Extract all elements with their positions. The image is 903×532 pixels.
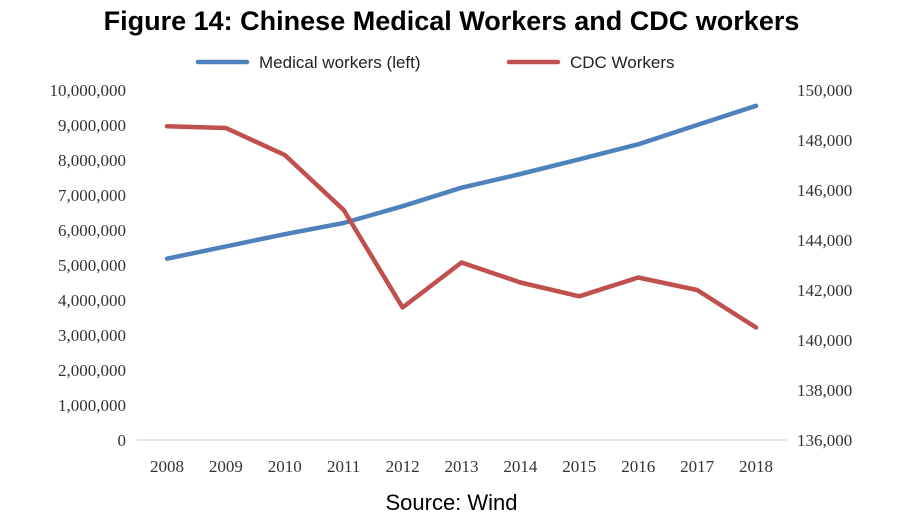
legend-label-cdc-workers: CDC Workers bbox=[570, 53, 675, 72]
right-tick-label: 144,000 bbox=[797, 231, 852, 250]
right-tick-label: 138,000 bbox=[797, 381, 852, 400]
right-tick-label: 146,000 bbox=[797, 181, 852, 200]
left-tick-label: 3,000,000 bbox=[58, 326, 126, 345]
right-axis: 136,000 138,000 140,000 142,000 144,000 146,0… bbox=[797, 81, 852, 450]
x-axis: 2008 2009 2010 2011 2012 2013 2014 2015 2016 2017… bbox=[137, 439, 787, 476]
x-tick-label: 2011 bbox=[327, 457, 360, 476]
series-line-medical-workers bbox=[164, 103, 759, 261]
left-tick-label: 1,000,000 bbox=[58, 396, 126, 415]
x-tick-label: 2009 bbox=[209, 457, 243, 476]
series-line-cdc-workers bbox=[164, 124, 759, 330]
chart-source: Source: Wind bbox=[385, 490, 518, 515]
right-tick-label: 136,000 bbox=[797, 431, 852, 450]
left-tick-label: 7,000,000 bbox=[58, 186, 126, 205]
right-tick-label: 150,000 bbox=[797, 81, 852, 100]
x-tick-label: 2010 bbox=[268, 457, 302, 476]
left-tick-label: 2,000,000 bbox=[58, 361, 126, 380]
right-tick-label: 148,000 bbox=[797, 131, 852, 150]
x-tick-label: 2015 bbox=[562, 457, 596, 476]
x-tick-label: 2012 bbox=[386, 457, 420, 476]
left-tick-label: 6,000,000 bbox=[58, 221, 126, 240]
x-tick-label: 2018 bbox=[739, 457, 773, 476]
left-tick-label: 0 bbox=[118, 431, 127, 450]
legend: Medical workers (left) CDC Workers bbox=[195, 53, 675, 72]
left-tick-label: 4,000,000 bbox=[58, 291, 126, 310]
x-tick-label: 2014 bbox=[503, 457, 538, 476]
left-tick-label: 8,000,000 bbox=[58, 151, 126, 170]
x-tick-label: 2013 bbox=[445, 457, 479, 476]
left-axis: 0 1,000,000 2,000,000 3,000,000 4,000,000 5,0… bbox=[50, 81, 127, 450]
chart-title: Figure 14: Chinese Medical Workers and C… bbox=[103, 6, 800, 36]
right-tick-label: 142,000 bbox=[797, 281, 852, 300]
left-tick-label: 10,000,000 bbox=[50, 81, 127, 100]
x-tick-label: 2017 bbox=[680, 457, 715, 476]
right-tick-label: 140,000 bbox=[797, 331, 852, 350]
series-layer bbox=[164, 103, 759, 330]
x-tick-label: 2016 bbox=[621, 457, 655, 476]
x-tick-label: 2008 bbox=[150, 457, 184, 476]
left-tick-label: 5,000,000 bbox=[58, 256, 126, 275]
left-tick-label: 9,000,000 bbox=[58, 116, 126, 135]
legend-label-medical-workers: Medical workers (left) bbox=[259, 53, 421, 72]
